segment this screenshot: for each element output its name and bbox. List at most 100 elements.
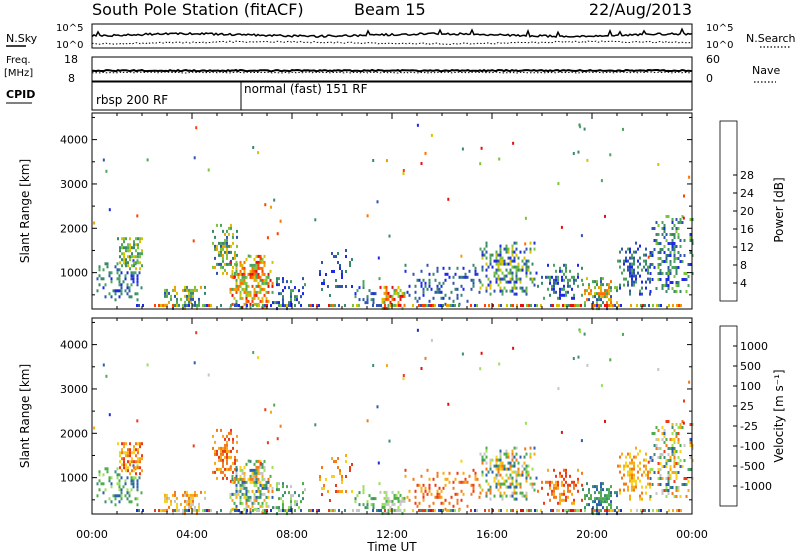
power-cell [110, 271, 113, 275]
power-cell [118, 274, 121, 278]
velocity-cell [120, 488, 123, 492]
velocity-cell [485, 494, 488, 498]
nave-label: Nave [752, 64, 780, 77]
velocity-cell [272, 506, 274, 510]
power-cell [635, 280, 637, 284]
velocity-cell [135, 466, 137, 470]
power-cell [671, 242, 674, 245]
power-cell [235, 266, 238, 270]
power-cell [255, 290, 258, 294]
power-cell [249, 290, 252, 294]
velocity-cell [667, 480, 670, 483]
colorbar-tick-label: 20 [740, 205, 754, 218]
power-cell [106, 262, 109, 266]
noise-tick-left-bottom: 10^0 [56, 40, 83, 51]
velocity-cell [261, 504, 264, 508]
power-cell [540, 304, 542, 307]
velocity-cell [231, 498, 234, 502]
power-cell [218, 250, 220, 254]
power-cell [397, 294, 400, 298]
velocity-cell [565, 495, 567, 499]
power-cell [436, 290, 439, 294]
velocity-cell [573, 483, 575, 487]
time-tick-label: 08:00 [276, 528, 308, 541]
power-cell [671, 233, 674, 236]
velocity-cell [606, 494, 608, 498]
power-cell [251, 272, 254, 276]
velocity-cell [166, 496, 168, 500]
power-cell [681, 260, 684, 263]
power-cell [665, 254, 668, 257]
power-cell [464, 272, 467, 276]
power-cell [472, 278, 475, 282]
velocity-cell [513, 491, 516, 495]
power-cell [671, 266, 674, 269]
velocity-cell [428, 483, 431, 487]
velocity-cell [631, 458, 633, 462]
power-cell [606, 283, 608, 287]
power-cell [98, 274, 101, 278]
power-cell [499, 256, 502, 260]
velocity-cell [271, 495, 274, 499]
power-cell [562, 304, 564, 307]
power-cell [564, 304, 566, 307]
power-cell [659, 278, 662, 281]
velocity-cell [257, 501, 260, 505]
power-cell [594, 292, 596, 296]
power-cell [136, 283, 139, 287]
velocity-cell [503, 464, 506, 468]
velocity-cell [571, 501, 573, 505]
velocity-cell [164, 509, 166, 512]
power-cell [676, 304, 678, 307]
power-cell [123, 261, 125, 265]
power-cell [503, 277, 506, 281]
power-cell [255, 254, 258, 258]
velocity-cell [610, 503, 612, 507]
power-cell [549, 278, 551, 282]
power-cell [233, 275, 236, 279]
velocity-cell [182, 511, 184, 515]
power-cell [256, 304, 258, 307]
power-cell [485, 262, 488, 266]
power-cell [602, 277, 604, 281]
power-cell [235, 278, 238, 282]
power-x-ticks [91, 113, 693, 309]
velocity-cell [687, 480, 690, 483]
velocity-cell [124, 479, 127, 483]
velocity-cell [321, 487, 323, 490]
velocity-cell [222, 446, 224, 450]
power-cell [456, 296, 459, 300]
velocity-cell [325, 478, 327, 481]
velocity-cell [358, 503, 361, 507]
power-cell [229, 287, 232, 291]
power-cell [139, 255, 141, 259]
velocity-cell [501, 497, 504, 501]
power-cell [481, 256, 484, 260]
power-cell [440, 304, 442, 307]
power-cell [525, 292, 528, 296]
power-cell [243, 269, 246, 273]
velocity-cell [247, 477, 250, 481]
power-cell [565, 290, 567, 294]
power-cell [549, 275, 551, 279]
power-cell [220, 250, 222, 254]
power-cell [629, 289, 631, 293]
power-cell [184, 300, 186, 304]
power-cell [233, 287, 236, 291]
power-cell [598, 295, 600, 299]
velocity-cell [278, 482, 280, 486]
velocity-cell [102, 473, 105, 477]
velocity-cell [267, 489, 270, 493]
power-cell [602, 295, 604, 299]
velocity-cell [563, 498, 565, 502]
power-cell [404, 269, 407, 273]
velocity-cell [497, 470, 500, 474]
velocity-cell [578, 328, 581, 332]
velocity-cell [434, 483, 437, 487]
velocity-cell [519, 491, 522, 495]
velocity-cell [118, 485, 121, 489]
velocity-cell [503, 452, 506, 456]
power-cell [584, 289, 586, 293]
power-cell [657, 278, 660, 281]
